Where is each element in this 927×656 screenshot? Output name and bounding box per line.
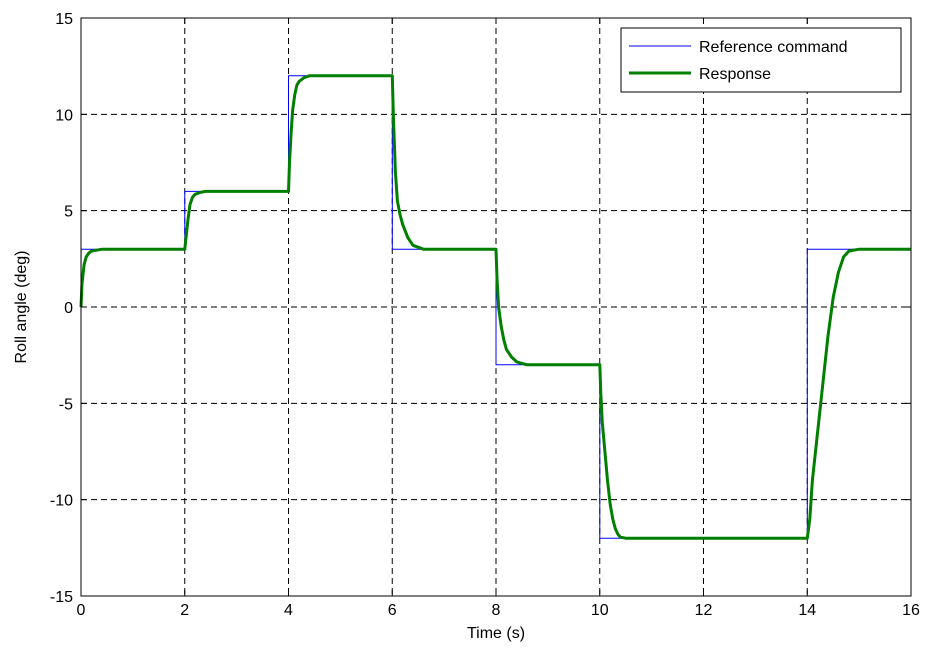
y-tick-label: 5 bbox=[64, 204, 73, 221]
x-tick-label: 12 bbox=[695, 602, 713, 619]
x-tick-label: 8 bbox=[492, 602, 501, 619]
series-lines bbox=[79, 74, 911, 540]
legend-box bbox=[620, 27, 902, 93]
x-axis-label: Time (s) bbox=[467, 625, 525, 642]
y-axis-label: Roll angle (deg) bbox=[13, 251, 30, 364]
legend-label-response: Response bbox=[699, 66, 771, 83]
series-line-response bbox=[79, 74, 911, 540]
axis-ticks: 0 2 4 6 8 10 12 14 16 -15 -10 -5 0 5 10 15 bbox=[50, 11, 920, 619]
x-tick-label: 6 bbox=[388, 602, 397, 619]
y-tick-label: 0 bbox=[64, 300, 73, 317]
x-tick-label: 16 bbox=[902, 602, 920, 619]
legend-label-reference: Reference command bbox=[699, 39, 848, 56]
x-tick-label: 10 bbox=[591, 602, 609, 619]
y-tick-label: -15 bbox=[50, 589, 73, 606]
x-tick-label: 14 bbox=[798, 602, 816, 619]
x-tick-label: 0 bbox=[77, 602, 86, 619]
y-tick-label: -5 bbox=[59, 396, 73, 413]
y-tick-label: 15 bbox=[55, 11, 73, 28]
legend: Reference command Response bbox=[620, 27, 902, 93]
x-tick-label: 4 bbox=[284, 602, 293, 619]
y-tick-label: 10 bbox=[55, 107, 73, 124]
y-tick-label: -10 bbox=[50, 493, 73, 510]
x-tick-label: 2 bbox=[180, 602, 189, 619]
